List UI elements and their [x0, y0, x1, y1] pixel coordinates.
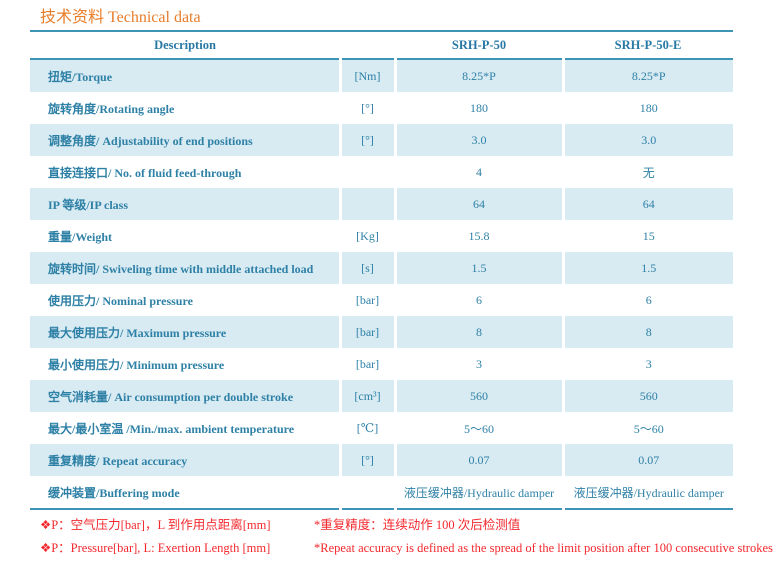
row-value-srh-p-50-e: 180 — [561, 92, 733, 124]
footnote-line-en: ❖P：Pressure[bar], L: Exertion Length [mm… — [40, 537, 773, 560]
table-row: 缓冲装置/Buffering mode 液压缓冲器/Hydraulic damp… — [30, 476, 733, 509]
row-unit: [Kg] — [338, 220, 395, 252]
row-value-srh-p-50: 3 — [393, 348, 563, 380]
row-value-srh-p-50-e: 6 — [561, 284, 733, 316]
row-value-srh-p-50: 560 — [393, 380, 563, 412]
row-description: 调整角度/ Adjustability of end positions — [48, 133, 253, 148]
row-value-srh-p-50: 8.25*P — [393, 59, 563, 92]
row-description: 旋转角度/Rotating angle — [48, 101, 175, 116]
row-description: 空气消耗量/ Air consumption per double stroke — [48, 389, 294, 404]
row-value-srh-p-50-e: 无 — [561, 156, 733, 188]
row-description: 旋转时间/ Swiveling time with middle attache… — [48, 261, 314, 276]
table-row: 调整角度/ Adjustability of end positions [°]… — [30, 124, 733, 156]
footnote-pressure-zh: ❖P：空气压力[bar]，L 到作用点距离[mm] — [40, 518, 271, 532]
row-unit: [℃] — [338, 412, 395, 444]
row-value-srh-p-50-e: 3.0 — [561, 124, 733, 156]
row-value-srh-p-50: 64 — [393, 188, 563, 220]
row-value-srh-p-50-e: 0.07 — [561, 444, 733, 476]
row-unit: [°] — [338, 124, 395, 156]
row-unit: [bar] — [338, 348, 395, 380]
footnote-line-zh: ❖P：空气压力[bar]，L 到作用点距离[mm] *重复精度：连续动作 100… — [40, 514, 760, 537]
row-value-srh-p-50-e: 1.5 — [561, 252, 733, 284]
row-value-srh-p-50: 3.0 — [393, 124, 563, 156]
row-value-srh-p-50: 180 — [393, 92, 563, 124]
header-description: Description — [154, 37, 216, 52]
footnote-repeat-accuracy-en: *Repeat accuracy is defined as the sprea… — [314, 541, 773, 555]
row-value-srh-p-50-e: 液压缓冲器/Hydraulic damper — [561, 476, 733, 509]
table-row: 最大使用压力/ Maximum pressure [bar] 8 8 — [30, 316, 733, 348]
table-header-row: Description SRH-P-50 SRH-P-50-E — [30, 31, 733, 59]
row-value-srh-p-50-e: 64 — [561, 188, 733, 220]
row-value-srh-p-50-e: 8 — [561, 316, 733, 348]
header-unit — [340, 31, 395, 59]
row-unit — [338, 188, 395, 220]
row-unit: [bar] — [338, 284, 395, 316]
row-description: 直接连接口/ No. of fluid feed-through — [48, 165, 242, 180]
table-row: 最大/最小室温 /Min./max. ambient temperature [… — [30, 412, 733, 444]
table-row: 空气消耗量/ Air consumption per double stroke… — [30, 380, 733, 412]
row-value-srh-p-50: 15.8 — [393, 220, 563, 252]
row-unit: [s] — [338, 252, 395, 284]
table-row: 使用压力/ Nominal pressure [bar] 6 6 — [30, 284, 733, 316]
row-value-srh-p-50: 8 — [393, 316, 563, 348]
row-description: 重量/Weight — [48, 229, 113, 244]
row-unit: [Nm] — [338, 59, 395, 92]
table-row: 旋转角度/Rotating angle [°] 180 180 — [30, 92, 733, 124]
table-row: 重量/Weight [Kg] 15.8 15 — [30, 220, 733, 252]
row-unit: [bar] — [338, 316, 395, 348]
row-description: 扭矩/Torque — [48, 69, 113, 84]
row-description: 重复精度/ Repeat accuracy — [48, 453, 188, 468]
table-row: 最小使用压力/ Minimum pressure [bar] 3 3 — [30, 348, 733, 380]
row-value-srh-p-50: 4 — [393, 156, 563, 188]
table-row: 重复精度/ Repeat accuracy [°] 0.07 0.07 — [30, 444, 733, 476]
table-row: IP 等级/IP class 64 64 — [30, 188, 733, 220]
row-description: 最大/最小室温 /Min./max. ambient temperature — [48, 421, 295, 436]
row-value-srh-p-50: 6 — [393, 284, 563, 316]
row-value-srh-p-50-e: 8.25*P — [561, 59, 733, 92]
table-row: 扭矩/Torque [Nm] 8.25*P 8.25*P — [30, 59, 733, 92]
row-unit: [°] — [338, 92, 395, 124]
row-value-srh-p-50-e: 15 — [561, 220, 733, 252]
row-description: 最大使用压力/ Maximum pressure — [48, 325, 227, 340]
row-value-srh-p-50: 5～60 — [393, 412, 563, 444]
row-description: IP 等级/IP class — [48, 197, 129, 212]
row-description: 最小使用压力/ Minimum pressure — [48, 357, 225, 372]
page-title: 技术资料 Technical data — [40, 9, 201, 26]
header-srh-p-50-e: SRH-P-50-E — [614, 37, 682, 52]
footnote-pressure-en: ❖P：Pressure[bar], L: Exertion Length [mm… — [40, 541, 271, 555]
row-unit — [338, 156, 395, 188]
row-unit: [°] — [338, 444, 395, 476]
header-srh-p-50: SRH-P-50 — [451, 37, 507, 52]
row-description: 使用压力/ Nominal pressure — [48, 293, 193, 308]
row-unit — [338, 476, 395, 509]
row-value-srh-p-50-e: 560 — [561, 380, 733, 412]
row-value-srh-p-50: 液压缓冲器/Hydraulic damper — [393, 476, 563, 509]
row-value-srh-p-50: 0.07 — [393, 444, 563, 476]
row-value-srh-p-50-e: 3 — [561, 348, 733, 380]
footnotes: ❖P：空气压力[bar]，L 到作用点距离[mm] *重复精度：连续动作 100… — [40, 514, 773, 560]
row-value-srh-p-50-e: 5～60 — [561, 412, 733, 444]
footnote-repeat-accuracy-zh: *重复精度：连续动作 100 次后检测值 — [314, 518, 521, 532]
technical-data-table: Description SRH-P-50 SRH-P-50-E 扭矩/Torqu… — [30, 30, 733, 510]
table-row: 直接连接口/ No. of fluid feed-through 4 无 — [30, 156, 733, 188]
row-unit: [cm³] — [338, 380, 395, 412]
row-description: 缓冲装置/Buffering mode — [48, 485, 180, 500]
row-value-srh-p-50: 1.5 — [393, 252, 563, 284]
table-row: 旋转时间/ Swiveling time with middle attache… — [30, 252, 733, 284]
